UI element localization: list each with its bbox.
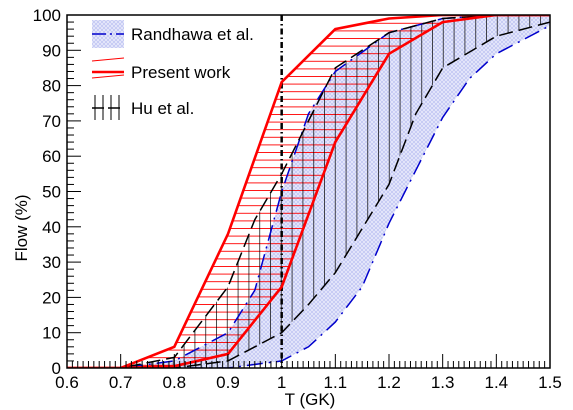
x-tick-labels: 0.6 0.7 0.8 0.9 1 1.1 1.2 1.3 1.4 1.5 bbox=[55, 373, 562, 392]
series-line-randhawa-lower bbox=[67, 24, 550, 368]
x-tick-label: 1.1 bbox=[324, 373, 348, 392]
x-tick-label: 0.7 bbox=[109, 373, 133, 392]
legend: Randhawa et al. Present work Hu et al. bbox=[91, 20, 254, 120]
legend-hatch-present-1 bbox=[91, 57, 125, 62]
series-line-hu-upper bbox=[67, 15, 550, 368]
x-tick-label: 1 bbox=[277, 373, 286, 392]
x-tick-label: 0.8 bbox=[163, 373, 187, 392]
legend-label-randhawa: Randhawa et al. bbox=[131, 25, 254, 44]
y-tick-label: 20 bbox=[42, 288, 61, 307]
y-tick-label: 40 bbox=[42, 218, 61, 237]
y-tick-label: 50 bbox=[42, 183, 61, 202]
series-line-present-upper bbox=[67, 15, 550, 368]
x-tick-label: 0.6 bbox=[55, 373, 79, 392]
y-tick-label: 30 bbox=[42, 253, 61, 272]
x-axis-label: T (GK) bbox=[285, 390, 336, 409]
x-tick-label: 0.9 bbox=[216, 373, 240, 392]
x-tick-label: 1.5 bbox=[538, 373, 562, 392]
axis-ticks bbox=[66, 14, 551, 369]
y-tick-label: 10 bbox=[42, 324, 61, 343]
legend-hatch-present-2 bbox=[91, 74, 125, 79]
x-tick-label: 1.3 bbox=[431, 373, 455, 392]
y-tick-label: 0 bbox=[52, 359, 61, 378]
y-tick-label: 70 bbox=[42, 112, 61, 131]
y-tick-labels: 0 10 20 30 40 50 60 70 80 90 100 bbox=[33, 6, 61, 378]
y-tick-label: 90 bbox=[42, 41, 61, 60]
legend-label-present: Present work bbox=[131, 63, 231, 82]
y-tick-label: 80 bbox=[42, 77, 61, 96]
bands-layer bbox=[67, 15, 550, 368]
y-tick-label: 60 bbox=[42, 147, 61, 166]
legend-label-hu: Hu et al. bbox=[131, 99, 194, 118]
x-tick-label: 1.2 bbox=[377, 373, 401, 392]
x-tick-label: 1.4 bbox=[485, 373, 509, 392]
y-tick-label: 100 bbox=[33, 6, 61, 25]
band-hu bbox=[67, 15, 550, 368]
y-axis-label: Flow (%) bbox=[12, 194, 31, 261]
series-line-hu-lower bbox=[67, 21, 550, 368]
